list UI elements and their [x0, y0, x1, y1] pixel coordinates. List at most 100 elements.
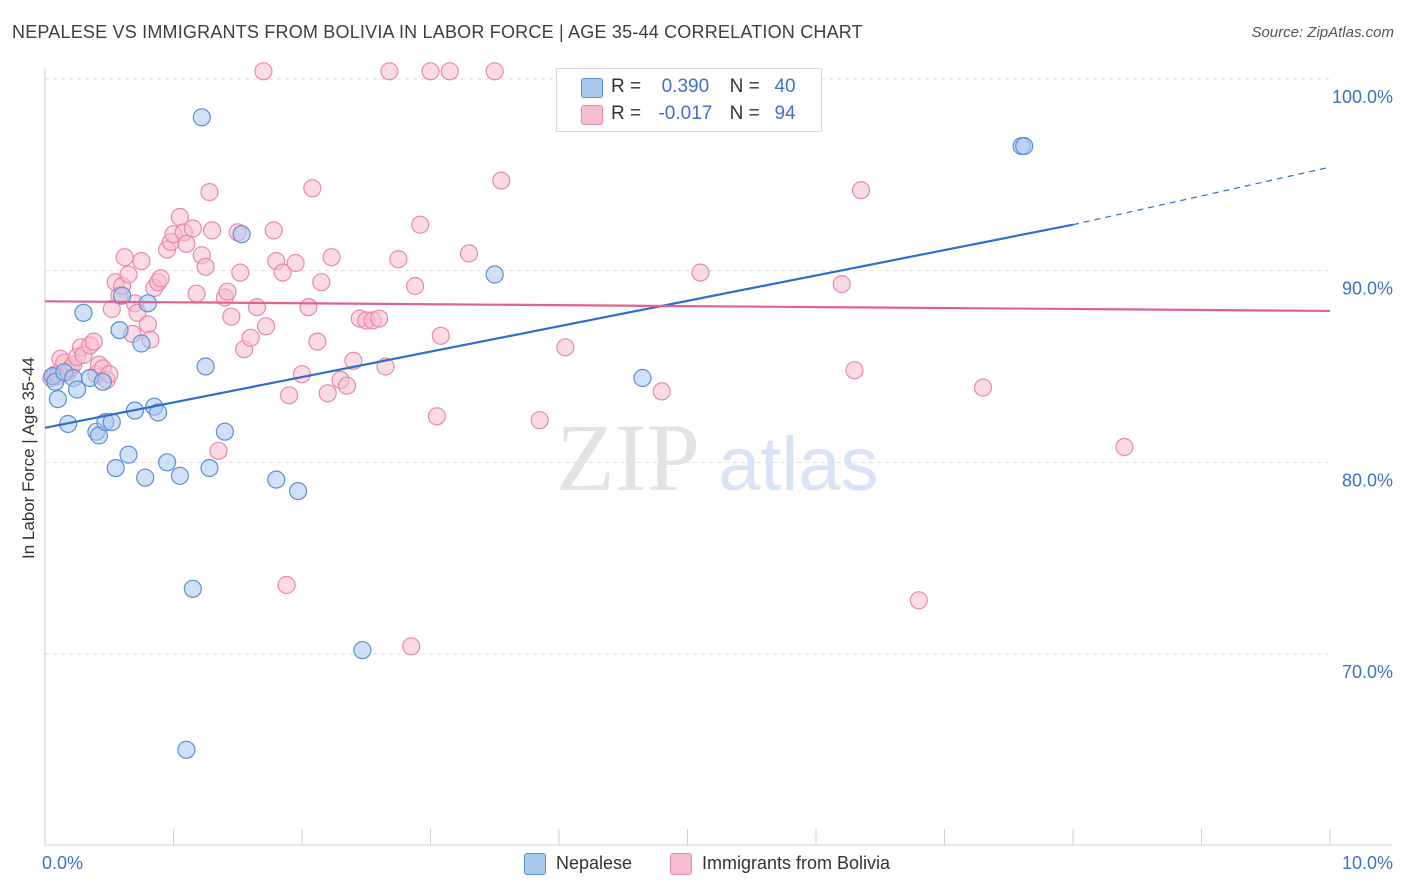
watermark-atlas: atlas — [718, 422, 879, 507]
legend-n-label: N = — [729, 76, 760, 97]
y-axis-label: In Labor Force | Age 35-44 — [19, 357, 38, 559]
bolivia-point-62 — [292, 365, 312, 384]
bolivia-point-63 — [299, 298, 318, 317]
bolivia-point-43 — [200, 183, 219, 202]
grid-lines — [45, 78, 1330, 655]
nepalese-point-28 — [192, 108, 211, 127]
source-label: Source: ZipAtlas.com — [1251, 24, 1394, 41]
bolivia-point-61 — [286, 253, 305, 273]
nepalese-point-11 — [93, 372, 112, 391]
bolivia-point-83 — [427, 407, 446, 426]
bolivia-point-88 — [492, 171, 511, 190]
watermark: ZIP atlas — [556, 404, 879, 511]
nepalese-point-19 — [132, 334, 151, 353]
bolivia-point-94 — [845, 361, 864, 380]
bolivia-point-48 — [222, 307, 241, 326]
nepalese-point-15 — [110, 321, 129, 340]
bolivia-point-52 — [241, 328, 260, 347]
bolivia-r-value: -0.017 — [658, 103, 713, 124]
bolivia-point-79 — [402, 637, 421, 656]
bolivia-point-42 — [196, 257, 215, 276]
bolivia-point-81 — [411, 215, 430, 234]
nepalese-point-30 — [200, 459, 219, 478]
bolivia-trend-line — [44, 300, 1331, 313]
bolivia-point-22 — [115, 248, 134, 267]
y-tick-label-80: 80.0% — [1342, 470, 1393, 490]
bolivia-point-50 — [231, 263, 250, 282]
bolivia-point-56 — [264, 221, 283, 240]
nepalese-point-32 — [232, 225, 251, 244]
legend-r-label: R = — [611, 103, 642, 124]
nepalese-legend-swatch — [524, 853, 546, 875]
bolivia-point-23 — [119, 265, 138, 284]
chart-title: NEPALESE VS IMMIGRANTS FROM BOLIVIA IN L… — [12, 22, 863, 42]
series-nepalese-points — [43, 108, 1034, 759]
bolivia-point-91 — [652, 382, 671, 401]
correlation-legend: R = 0.390 N = 40 R = -0.017 N = 94 — [556, 68, 822, 132]
nepalese-point-36 — [485, 265, 504, 284]
bolivia-point-85 — [440, 62, 459, 81]
bolivia-point-53 — [247, 298, 267, 317]
bolivia-point-59 — [277, 575, 296, 595]
nepalese-point-7 — [74, 303, 93, 322]
legend-n-label: N = — [729, 103, 760, 124]
bolivia-legend-swatch — [670, 853, 692, 875]
bolivia-swatch — [581, 105, 603, 125]
nepalese-point-39 — [1015, 137, 1034, 156]
bolivia-point-68 — [322, 248, 341, 267]
x-tick-label-max: 10.0% — [1342, 853, 1393, 873]
y-tick-label-70: 70.0% — [1342, 662, 1393, 682]
nepalese-point-16 — [112, 286, 132, 305]
nepalese-point-31 — [215, 422, 234, 441]
bolivia-point-44 — [203, 221, 222, 240]
bolivia-point-54 — [254, 62, 273, 81]
bolivia-point-12 — [84, 332, 103, 351]
bolivia-point-28 — [138, 315, 157, 334]
trend-lines — [44, 166, 1331, 429]
bolivia-point-96 — [909, 591, 928, 610]
bolivia-point-70 — [337, 376, 357, 395]
bolivia-point-98 — [1115, 437, 1134, 457]
nepalese-legend-label: Nepalese — [556, 853, 633, 873]
bolivia-point-77 — [380, 62, 399, 81]
nepalese-point-24 — [158, 453, 177, 472]
bolivia-point-32 — [151, 269, 170, 288]
tick-labels: 100.0% 90.0% 80.0% 70.0% 0.0% 10.0% — [42, 87, 1393, 873]
nepalese-point-17 — [119, 445, 138, 464]
nepalese-r-value: 0.390 — [661, 76, 710, 97]
nepalese-point-20 — [136, 468, 155, 487]
bolivia-point-60 — [280, 386, 299, 405]
bolivia-point-47 — [218, 282, 237, 301]
nepalese-point-37 — [633, 368, 652, 388]
axes — [44, 68, 1392, 846]
nepalese-point-23 — [149, 403, 168, 422]
bolivia-point-97 — [973, 378, 993, 397]
bolivia-point-75 — [370, 309, 389, 328]
legend-r-label: R = — [611, 76, 642, 97]
bolivia-point-39 — [183, 219, 202, 238]
nepalese-point-33 — [267, 470, 286, 489]
nepalese-point-35 — [353, 641, 372, 660]
bolivia-point-65 — [308, 332, 327, 351]
bolivia-point-67 — [318, 384, 337, 403]
bolivia-point-92 — [691, 263, 710, 282]
bolivia-n-value: 94 — [774, 103, 796, 124]
bolivia-point-55 — [256, 317, 276, 336]
nepalese-trend-line — [44, 223, 1074, 429]
bolivia-point-78 — [389, 250, 408, 269]
bolivia-point-18 — [102, 299, 121, 319]
bolivia-point-80 — [406, 276, 425, 296]
bolivia-legend-label: Immigrants from Bolivia — [702, 853, 891, 873]
nepalese-point-27 — [183, 579, 202, 598]
bolivia-point-87 — [485, 62, 504, 81]
y-tick-label-90: 90.0% — [1342, 279, 1393, 299]
bolivia-point-38 — [177, 234, 196, 253]
nepalese-point-6 — [67, 380, 87, 399]
nepalese-point-21 — [138, 294, 157, 313]
x-tick-label-min: 0.0% — [42, 853, 83, 873]
bolivia-point-84 — [431, 326, 450, 345]
bolivia-point-93 — [832, 275, 851, 294]
bolivia-point-90 — [556, 338, 575, 357]
bolivia-point-89 — [530, 411, 549, 430]
